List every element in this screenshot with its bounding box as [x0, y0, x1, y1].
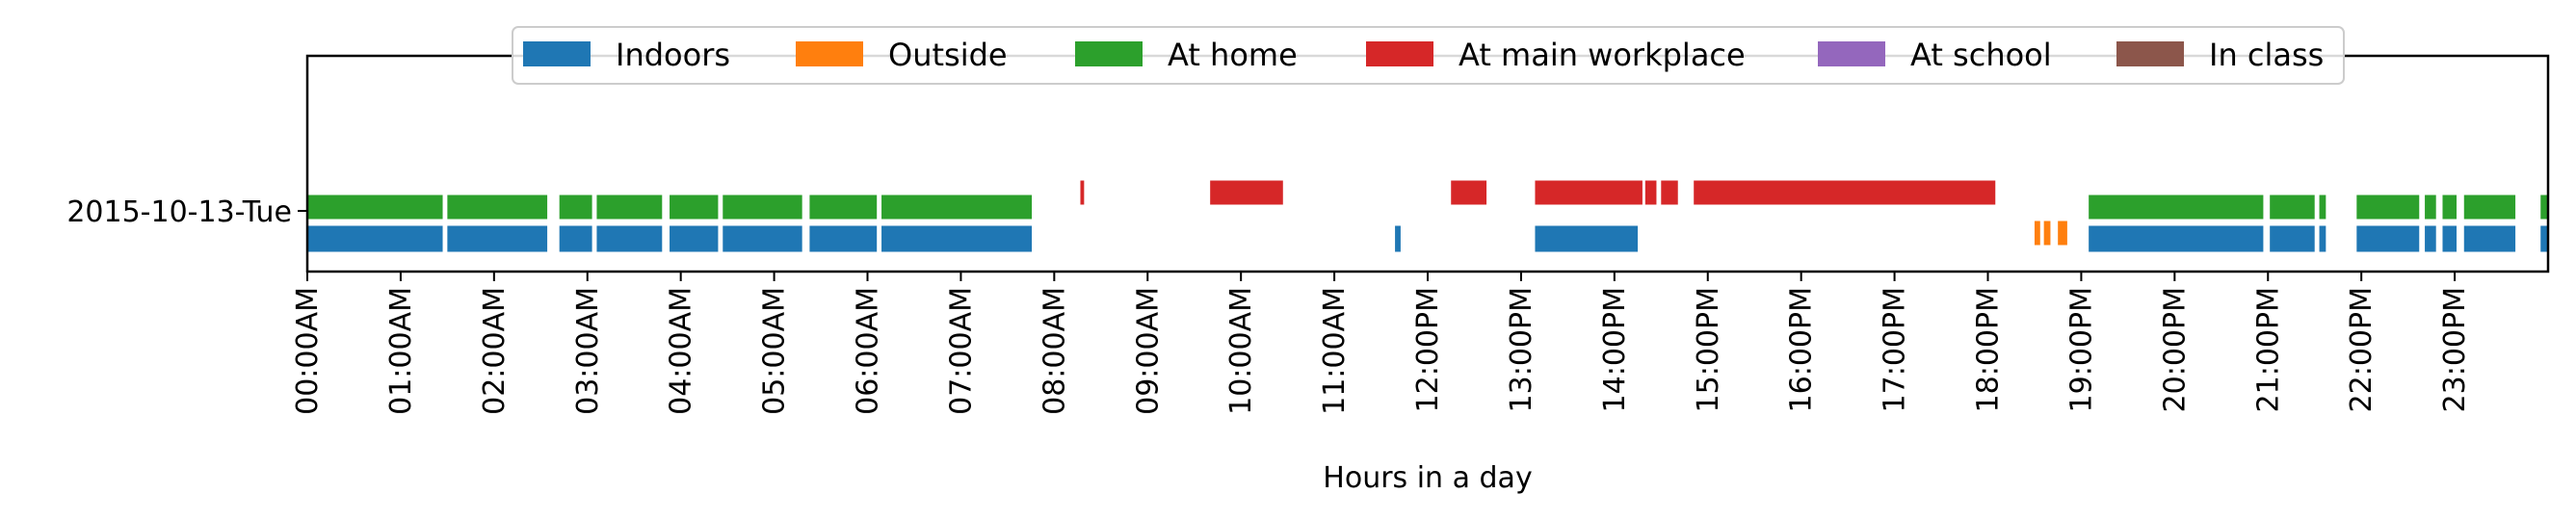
- legend-label: Indoors: [616, 37, 730, 73]
- interval-bar-indoors: [447, 225, 548, 252]
- interval-bar-at-home: [2356, 195, 2420, 220]
- interval-bar-at-home: [723, 195, 802, 220]
- interval-bar-outside: [2058, 221, 2067, 246]
- interval-bar-at-home: [2270, 195, 2315, 220]
- interval-bar-outside: [2034, 221, 2040, 246]
- interval-bar-at-home: [2463, 195, 2516, 220]
- x-tick-label: 02:00AM: [478, 287, 512, 415]
- interval-bar-indoors: [559, 225, 592, 252]
- interval-bar-indoors: [596, 225, 663, 252]
- interval-bar-at-home: [2319, 195, 2326, 220]
- interval-bar-indoors: [881, 225, 1033, 252]
- chart-marks: [307, 180, 2548, 252]
- x-tick-label: 04:00AM: [665, 287, 698, 415]
- interval-bar-indoors: [723, 225, 802, 252]
- x-tick-label: 11:00AM: [1318, 287, 1352, 415]
- y-axis: 2015-10-13-Tue: [66, 195, 307, 229]
- interval-bar-indoors: [2442, 225, 2458, 252]
- interval-bar-at-home: [559, 195, 592, 220]
- interval-bar-outside: [2043, 221, 2051, 246]
- x-tick-label: 14:00PM: [1598, 287, 1632, 412]
- interval-bar-at-home: [670, 195, 719, 220]
- x-tick-label: 06:00AM: [852, 287, 885, 415]
- interval-bar-indoors: [2319, 225, 2326, 252]
- legend-swatch: [796, 41, 863, 66]
- x-tick-label: 08:00AM: [1038, 287, 1071, 415]
- interval-bar-at-home: [447, 195, 548, 220]
- legend-swatch: [1075, 41, 1143, 66]
- x-tick-label: 13:00PM: [1505, 287, 1538, 412]
- x-tick-label: 05:00AM: [758, 287, 792, 415]
- x-tick-label: 21:00PM: [2251, 287, 2285, 412]
- interval-bar-indoors: [2425, 225, 2436, 252]
- interval-bar-indoors: [2270, 225, 2315, 252]
- interval-bar-at-main-workplace: [1535, 180, 1643, 205]
- x-tick-label: 03:00AM: [571, 287, 605, 415]
- y-tick-label: 2015-10-13-Tue: [66, 195, 292, 229]
- legend-label: At main workplace: [1459, 37, 1746, 73]
- x-tick-label: 12:00PM: [1411, 287, 1445, 412]
- x-tick-label: 23:00PM: [2438, 287, 2472, 412]
- interval-bar-at-home: [809, 195, 878, 220]
- interval-bar-at-home: [307, 195, 443, 220]
- x-tick-label: 22:00PM: [2345, 287, 2379, 412]
- legend: Indoors Outside At home At main workplace At…: [512, 26, 2345, 85]
- interval-bar-at-main-workplace: [1661, 180, 1678, 205]
- interval-bar-indoors: [1535, 225, 1639, 252]
- x-tick-label: 17:00PM: [1879, 287, 1912, 412]
- legend-label: Outside: [888, 37, 1008, 73]
- x-tick-label: 20:00PM: [2158, 287, 2192, 412]
- interval-bar-indoors: [2463, 225, 2516, 252]
- x-axis: 00:00AM 01:00AM 02:00AM 03:00AM 04:00AM 05:00…: [291, 272, 2472, 415]
- interval-bar-at-home: [881, 195, 1033, 220]
- x-axis-title: Hours in a day: [1323, 461, 1532, 495]
- interval-bar-at-home: [2089, 195, 2264, 220]
- interval-bar-at-home: [2442, 195, 2458, 220]
- legend-swatch: [1818, 41, 1885, 66]
- interval-bar-at-home: [2425, 195, 2436, 220]
- x-tick-label: 09:00AM: [1131, 287, 1165, 415]
- interval-bar-at-home: [2540, 195, 2548, 220]
- legend-label: At home: [1168, 37, 1298, 73]
- legend-swatch: [523, 41, 591, 66]
- interval-bar-at-main-workplace: [1694, 180, 1996, 205]
- x-tick-label: 19:00PM: [2064, 287, 2098, 412]
- legend-label: At school: [1910, 37, 2052, 73]
- interval-bar-indoors: [2356, 225, 2420, 252]
- x-tick-label: 00:00AM: [291, 287, 325, 415]
- interval-bar-indoors: [1395, 225, 1401, 252]
- interval-bar-indoors: [307, 225, 443, 252]
- x-tick-label: 10:00AM: [1224, 287, 1258, 415]
- interval-bar-indoors: [2089, 225, 2264, 252]
- x-tick-label: 18:00PM: [1972, 287, 2006, 412]
- legend-swatch: [1366, 41, 1433, 66]
- interval-bar-at-home: [596, 195, 663, 220]
- x-tick-label: 01:00AM: [384, 287, 418, 415]
- interval-bar-indoors: [2540, 225, 2548, 252]
- x-tick-label: 16:00PM: [1785, 287, 1819, 412]
- legend-swatch: [2116, 41, 2184, 66]
- interval-bar-at-main-workplace: [1451, 180, 1487, 205]
- x-tick-label: 07:00AM: [944, 287, 978, 415]
- interval-bar-at-main-workplace: [1210, 180, 1283, 205]
- x-tick-label: 15:00PM: [1692, 287, 1725, 412]
- legend-label: In class: [2209, 37, 2324, 73]
- interval-bar-at-main-workplace: [1644, 180, 1657, 205]
- interval-bar-indoors: [670, 225, 719, 252]
- interval-bar-indoors: [809, 225, 878, 252]
- interval-bar-at-main-workplace: [1080, 180, 1085, 205]
